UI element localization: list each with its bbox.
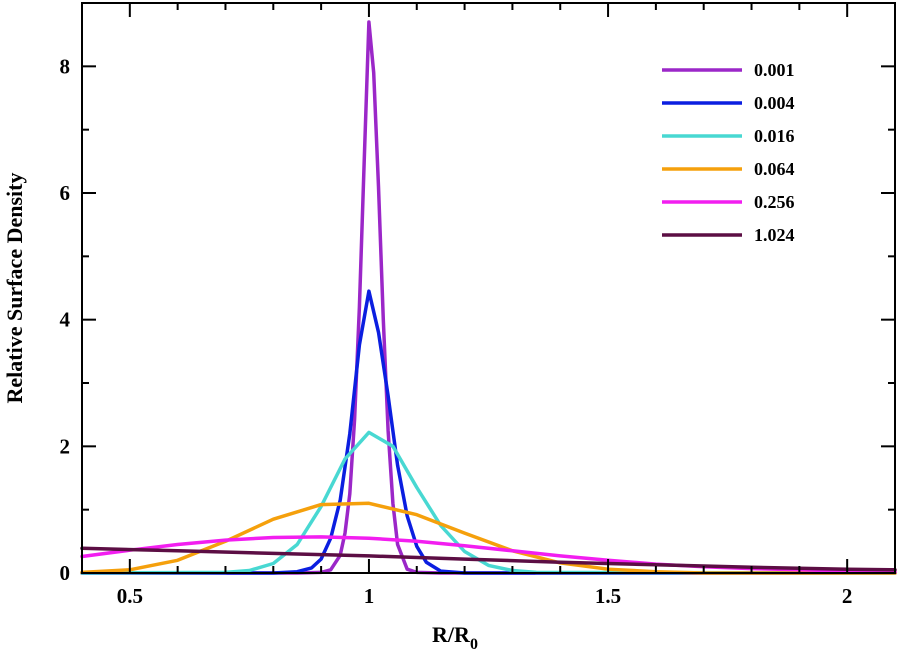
series-layer bbox=[80, 20, 897, 575]
legend-label-1.024: 1.024 bbox=[754, 225, 795, 245]
legend-label-0.064: 0.064 bbox=[754, 159, 795, 179]
legend-label-0.004: 0.004 bbox=[754, 93, 795, 113]
x-axis-label: R/R0 bbox=[432, 622, 478, 653]
x-tick-label: 1.5 bbox=[595, 584, 621, 608]
x-axis-label-subscript: 0 bbox=[470, 636, 478, 653]
y-axis-label: Relative Surface Density bbox=[2, 173, 27, 404]
x-tick-label: 2 bbox=[842, 584, 853, 608]
x-tick-label: 1 bbox=[364, 584, 375, 608]
series-line-0.016 bbox=[80, 430, 897, 575]
x-axis-label-main: R/R bbox=[432, 622, 471, 647]
series-line-0.064 bbox=[80, 501, 897, 575]
y-tick-label: 2 bbox=[60, 434, 71, 458]
legend-label-0.256: 0.256 bbox=[754, 192, 795, 212]
x-tick-label: 0.5 bbox=[117, 584, 143, 608]
y-tick-label: 6 bbox=[60, 181, 71, 205]
legend-label-0.016: 0.016 bbox=[754, 126, 795, 146]
series-line-0.001 bbox=[80, 20, 897, 575]
plot-frame bbox=[81, 2, 896, 574]
legend: 0.001 0.004 0.016 0.064 0.256 1.024 bbox=[662, 60, 795, 245]
y-tick-label: 8 bbox=[60, 54, 71, 78]
series-line-0.004 bbox=[80, 289, 897, 575]
y-tick-label: 4 bbox=[60, 308, 71, 332]
y-tick-label: 0 bbox=[60, 561, 71, 585]
legend-label-0.001: 0.001 bbox=[754, 60, 795, 80]
y-ticks: 0 2 4 6 8 bbox=[60, 2, 895, 585]
x-ticks: 0.5 1 1.5 2 bbox=[81, 3, 896, 608]
